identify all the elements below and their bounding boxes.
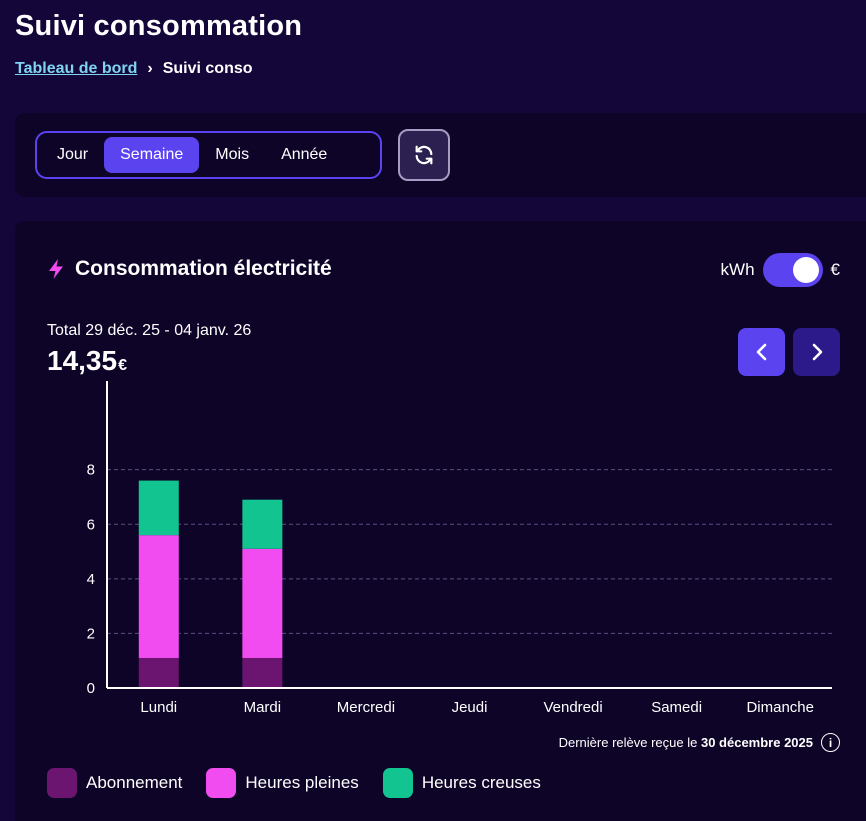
period-day-button[interactable]: Jour: [57, 146, 89, 163]
legend-swatch-abonnement: [47, 768, 77, 798]
breadcrumb-link-dashboard[interactable]: Tableau de bord: [15, 60, 138, 77]
legend-item-heures-pleines: Heures pleines: [206, 768, 359, 798]
chevron-left-icon: [756, 343, 766, 361]
x-tick-label: Samedi: [651, 699, 702, 716]
x-tick-label: Dimanche: [746, 699, 814, 716]
last-reading-note: Dernière relève reçue le 30 décembre 202…: [559, 733, 840, 752]
unit-toggle: kWh €: [721, 253, 840, 287]
last-reading-prefix: Dernière relève reçue le: [558, 735, 698, 750]
y-tick-label: 2: [87, 625, 95, 642]
consumption-bar-chart: 0 2 4 6 8 Lundi Mardi Mercredi Jeudi Vendredi Same…: [87, 381, 832, 716]
y-tick-label: 4: [87, 571, 95, 588]
bar-segment: [242, 548, 283, 658]
y-tick-label: 8: [87, 462, 95, 479]
x-tick-label: Mardi: [244, 699, 282, 716]
switch-knob: [792, 257, 819, 283]
period-week-button[interactable]: Semaine: [104, 137, 200, 173]
unit-euro-label: €: [830, 260, 840, 279]
period-month-button[interactable]: Mois: [215, 146, 250, 163]
period-toolbar: Jour Semaine Mois Année: [15, 113, 866, 197]
legend-item-abonnement: Abonnement: [47, 768, 182, 798]
last-reading-date: 30 décembre 2025: [700, 735, 813, 750]
bar-segment: [138, 535, 179, 658]
chart-legend: Abonnement Heures pleines Heures creuses: [47, 768, 541, 798]
total-value: 14,35€: [47, 345, 127, 377]
x-tick-label: Lundi: [140, 699, 177, 716]
unit-kwh-label: kWh: [720, 260, 755, 279]
legend-swatch-heures-pleines: [206, 768, 237, 798]
refresh-button[interactable]: [398, 129, 450, 181]
unit-switch[interactable]: [762, 253, 823, 287]
lightning-icon: [49, 259, 63, 279]
refresh-icon: [415, 145, 433, 165]
x-tick-label: Jeudi: [452, 699, 488, 716]
next-period-button[interactable]: [793, 328, 840, 376]
breadcrumb-current: Suivi conso: [162, 60, 253, 77]
bar-segment: [138, 657, 179, 688]
x-tick-label: Vendredi: [543, 699, 602, 716]
period-selector: Jour Semaine Mois Année: [35, 131, 382, 179]
legend-swatch-heures-creuses: [382, 768, 413, 798]
consumption-card: Consommation électricité kWh € Total 29 …: [15, 221, 866, 821]
info-icon[interactable]: i: [821, 733, 840, 752]
legend-label-abonnement: Abonnement: [86, 773, 183, 792]
chevron-right-icon: [812, 343, 822, 361]
bar-segment: [242, 499, 283, 549]
card-header: Consommation électricité: [47, 257, 332, 281]
card-title: Consommation électricité: [75, 257, 332, 280]
period-year-button[interactable]: Année: [281, 146, 328, 163]
chevron-right-icon: ›: [147, 60, 153, 77]
last-reading-text: Dernière relève reçue le 30 décembre 202…: [559, 735, 813, 750]
legend-item-heures-creuses: Heures creuses: [382, 768, 541, 798]
bar-segment: [242, 657, 283, 688]
legend-label-heures-pleines: Heures pleines: [245, 773, 359, 792]
legend-label-heures-creuses: Heures creuses: [421, 773, 541, 792]
total-period-label: Total 29 déc. 25 - 04 janv. 26: [47, 322, 252, 339]
previous-period-button[interactable]: [738, 328, 785, 376]
bar-segment: [138, 480, 179, 536]
page-title: Suivi consommation: [15, 10, 303, 42]
y-tick-label: 0: [87, 680, 95, 697]
breadcrumb: Tableau de bord › Suivi conso: [15, 60, 253, 78]
total-currency: €: [118, 357, 127, 374]
total-amount: 14,35: [47, 345, 118, 376]
x-tick-label: Mercredi: [337, 699, 395, 716]
y-tick-label: 6: [87, 516, 95, 533]
